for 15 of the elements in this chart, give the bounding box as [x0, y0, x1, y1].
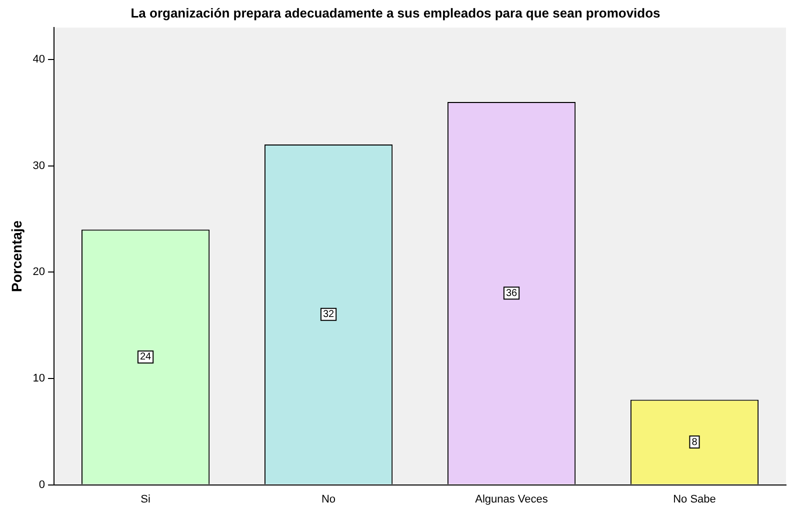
chart-title: La organización prepara adecuadamente a sus empleados para que sean promovidos: [130, 5, 660, 20]
y-tick-label: 10: [32, 372, 46, 385]
y-tick-label: 0: [38, 478, 46, 491]
x-tick-label: Si: [140, 493, 150, 506]
y-tick-label: 30: [32, 160, 46, 172]
data-label: 36: [506, 288, 518, 299]
y-axis-title: Porcentaje: [8, 220, 24, 292]
data-label: 32: [322, 309, 335, 320]
y-tick-label: 20: [32, 266, 46, 278]
x-tick-label: No Sabe: [673, 493, 716, 506]
y-tick-label: 40: [32, 54, 46, 66]
x-tick-label: Algunas Veces: [475, 493, 548, 506]
x-tick-label: No: [321, 493, 336, 506]
data-label: 8: [692, 436, 698, 448]
data-label: 24: [140, 352, 152, 363]
